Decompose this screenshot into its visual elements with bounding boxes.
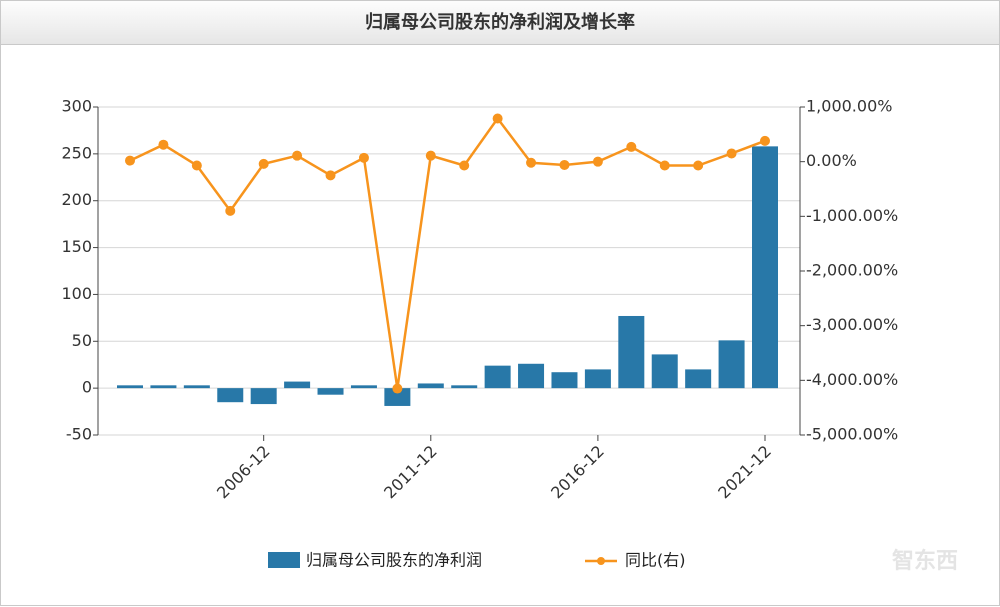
bar bbox=[284, 381, 311, 389]
bar bbox=[217, 388, 244, 403]
y-tick-label: 200 bbox=[61, 190, 92, 209]
y-tick-label: 50 bbox=[72, 331, 92, 350]
line-point bbox=[459, 160, 470, 171]
line-point bbox=[158, 139, 169, 150]
bar bbox=[518, 363, 545, 389]
line-point bbox=[258, 158, 269, 169]
y2-tick-label: -3,000.00% bbox=[806, 315, 898, 334]
y2-tick-label: -1,000.00% bbox=[806, 206, 898, 225]
bar bbox=[451, 385, 478, 389]
legend-label: 归属母公司股东的净利润 bbox=[306, 551, 482, 570]
y-tick-label: 300 bbox=[61, 97, 92, 116]
chart-title: 归属母公司股东的净利润及增长率 bbox=[365, 11, 635, 33]
bar bbox=[651, 354, 678, 389]
line-point bbox=[325, 170, 336, 181]
bar bbox=[417, 383, 444, 389]
y2-tick-label: -2,000.00% bbox=[806, 261, 898, 280]
line-point bbox=[358, 152, 369, 163]
line-point bbox=[425, 150, 436, 161]
y2-tick-label: -5,000.00% bbox=[806, 425, 898, 444]
line-point bbox=[492, 113, 503, 124]
bar bbox=[384, 388, 411, 406]
line-point bbox=[526, 157, 537, 168]
line-point bbox=[726, 148, 737, 159]
line-point bbox=[392, 383, 403, 394]
title-bar bbox=[0, 0, 1000, 45]
y-tick-label: -50 bbox=[66, 425, 92, 444]
watermark: 智东西 bbox=[892, 548, 958, 574]
line-point bbox=[592, 156, 603, 167]
line-point bbox=[225, 205, 236, 216]
y2-tick-label: -4,000.00% bbox=[806, 370, 898, 389]
bar bbox=[183, 385, 210, 389]
bar bbox=[752, 146, 778, 389]
bar bbox=[584, 369, 611, 389]
line-point bbox=[693, 160, 704, 171]
line-point bbox=[760, 135, 770, 146]
bar bbox=[551, 372, 578, 389]
line-point bbox=[125, 155, 135, 166]
line-point bbox=[559, 159, 570, 170]
line-point bbox=[659, 160, 670, 171]
y-tick-label: 150 bbox=[61, 237, 92, 256]
bar bbox=[150, 385, 177, 389]
y-tick-label: 0 bbox=[82, 378, 92, 397]
bar bbox=[317, 388, 344, 395]
y2-tick-label: 1,000.00% bbox=[806, 97, 892, 116]
bar bbox=[250, 388, 277, 405]
bar bbox=[117, 385, 143, 389]
legend-label: 同比(右) bbox=[625, 551, 686, 570]
bar bbox=[484, 365, 511, 389]
bar bbox=[685, 369, 712, 389]
y-tick-label: 100 bbox=[61, 284, 92, 303]
y2-tick-label: 0.00% bbox=[806, 151, 857, 170]
bar bbox=[618, 315, 645, 389]
legend-swatch bbox=[268, 552, 300, 568]
line-point bbox=[626, 141, 637, 152]
line bbox=[129, 116, 766, 389]
line-point bbox=[292, 150, 303, 161]
legend-swatch bbox=[597, 557, 605, 565]
bar bbox=[350, 385, 377, 389]
y-tick-label: 250 bbox=[61, 143, 92, 162]
line-point bbox=[191, 160, 202, 171]
bar bbox=[718, 340, 745, 389]
